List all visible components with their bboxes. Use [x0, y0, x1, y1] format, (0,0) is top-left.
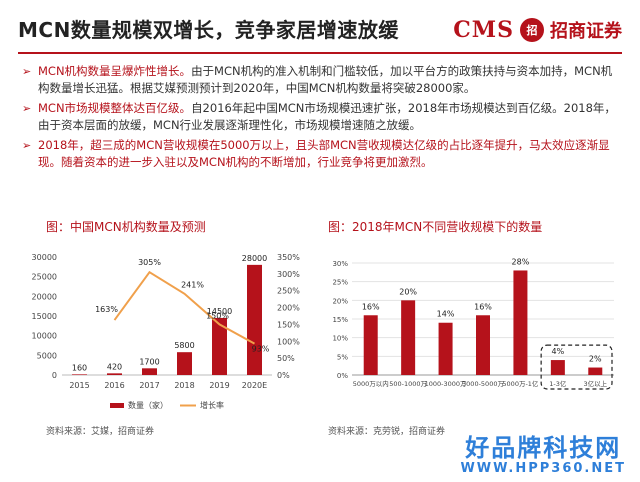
x-tick-label: 3000-5000万	[462, 380, 504, 388]
bullet-item: ➢ 2018年，超三成的MCN营收规模在5000万以上，且头部MCN营收规模达亿…	[22, 137, 622, 171]
brand-logo: CMS 招 招商证券	[453, 14, 622, 46]
y-tick-label: 0	[52, 371, 57, 380]
bar-value-label: 160	[72, 363, 87, 372]
bar	[212, 317, 227, 375]
y-tick-label: 5%	[337, 353, 348, 361]
page-title: MCN数量规模双增长，竞争家居增速放缓	[18, 18, 399, 42]
bullet-list: ➢ MCN机构数量呈爆炸性增长。由于MCN机构的准入机制和门槛较低，加以平台方的…	[22, 63, 622, 174]
x-tick-label: 2020E	[242, 381, 267, 390]
chart2-source: 资料来源：克劳锐，招商证券	[328, 427, 446, 437]
bullet-item: ➢ MCN市场规模整体达百亿级。自2016年起中国MCN市场规模迅速扩张，201…	[22, 100, 622, 134]
line-value-label: 163%	[95, 305, 118, 314]
bar-value-label: 16%	[362, 302, 380, 311]
y-tick-label: 20000	[32, 292, 57, 301]
chart1-title: 图：中国MCN机构数量及预测	[46, 220, 206, 234]
bar	[247, 264, 262, 375]
line-value-label: 93%	[252, 345, 270, 354]
bar	[142, 368, 157, 375]
logo-badge-icon: 招	[520, 18, 544, 42]
site-watermark: 好品牌科技网 WWW.HPP360.NET	[460, 428, 626, 476]
x-tick-label: 5000万以内	[353, 379, 389, 388]
arrow-bullet-icon: ➢	[22, 65, 32, 78]
chart1-source: 资料来源：艾媒，招商证券	[46, 427, 155, 437]
logo-cms-text: CMS	[453, 17, 514, 43]
watermark-line2: WWW.HPP360.NET	[460, 461, 626, 476]
y2-tick-label: 50%	[277, 354, 295, 363]
y2-tick-label: 100%	[277, 337, 300, 346]
y2-tick-label: 200%	[277, 304, 300, 313]
bar-value-label: 14500	[207, 307, 232, 316]
bar-value-label: 4%	[552, 347, 565, 356]
line-value-label: 305%	[138, 258, 161, 267]
arrow-bullet-icon: ➢	[22, 102, 32, 115]
highlight-box	[540, 344, 613, 390]
logo-company-name: 招商证券	[550, 21, 622, 42]
arrow-bullet-icon: ➢	[22, 139, 32, 152]
bar	[363, 315, 378, 375]
x-tick-label: 3亿以上	[583, 379, 607, 388]
watermark-line1: 好品牌科技网	[465, 434, 622, 462]
bar-value-label: 420	[107, 362, 122, 371]
bullet-text: 自2016年起中国MCN市场规模迅速扩张，2018年市场规模达到百亿级。2018…	[38, 101, 616, 132]
bullet-highlight: MCN市场规模整体达百亿级。	[38, 101, 192, 115]
bar	[476, 315, 490, 375]
bar	[550, 360, 565, 375]
y2-tick-label: 250%	[277, 287, 300, 296]
bar-value-label: 5800	[174, 341, 194, 350]
revenue-scale-chart: 0% 5% 10% 15% 20% 25% 30% 16% 5000万以内 20% 500-1000…	[332, 257, 614, 390]
bar	[177, 352, 192, 375]
x-tick-label: 2018	[174, 381, 194, 390]
bar-value-label: 16%	[474, 302, 492, 311]
y-tick-label: 10%	[332, 335, 348, 343]
bar	[513, 270, 528, 375]
bar	[72, 374, 87, 375]
x-tick-label: 5000万-1亿	[502, 379, 539, 388]
x-tick-label: 2016	[104, 381, 124, 390]
y-tick-label: 0%	[337, 372, 348, 380]
legend-line-label: 增长率	[200, 400, 224, 410]
x-tick-label: 1000-3000万	[425, 380, 467, 388]
bar	[107, 373, 122, 375]
y2-tick-label: 0%	[277, 371, 290, 380]
y-tick-label: 15000	[32, 312, 57, 321]
x-tick-label: 2017	[139, 381, 159, 390]
bar-value-label: 20%	[399, 287, 417, 296]
bullet-item: ➢ MCN机构数量呈爆炸性增长。由于MCN机构的准入机制和门槛较低，加以平台方的…	[22, 63, 622, 97]
legend-bar-swatch	[110, 403, 124, 408]
y-tick-label: 10000	[32, 332, 57, 341]
bar-value-label: 2%	[589, 355, 602, 364]
y2-tick-label: 300%	[277, 270, 300, 279]
bar	[588, 367, 603, 375]
bar-value-label: 14%	[437, 310, 455, 319]
line-value-label: 241%	[181, 281, 204, 290]
title-divider	[18, 52, 622, 54]
growth-rate-line	[113, 270, 255, 345]
bar	[401, 300, 416, 375]
y-tick-label: 30000	[32, 253, 57, 262]
bar-value-label: 28000	[242, 254, 267, 263]
y2-tick-label: 150%	[277, 320, 300, 329]
x-tick-label: 2019	[209, 381, 229, 390]
bullet-text: 由于MCN机构的准入机制和门槛较低，加以平台方的政策扶持与资本加持，MCN机构数…	[38, 64, 613, 95]
y-tick-label: 15%	[332, 316, 348, 324]
bar	[438, 322, 453, 375]
bar-value-label: 1700	[139, 357, 159, 366]
x-tick-label: 2015	[69, 381, 89, 390]
legend-bar-label: 数量（家）	[128, 400, 168, 410]
y-tick-label: 25%	[332, 279, 348, 287]
bar-value-label: 28%	[512, 257, 530, 266]
y-tick-label: 5000	[37, 351, 57, 360]
y2-tick-label: 350%	[277, 253, 300, 262]
mcn-count-chart: 0 5000 10000 15000 20000 25000 30000 0% 50% 100% 1…	[32, 253, 301, 410]
x-tick-label: 500-1000万	[389, 380, 427, 388]
bullet-highlight: MCN机构数量呈爆炸性增长。	[38, 64, 192, 78]
y-tick-label: 20%	[332, 297, 348, 305]
y-tick-label: 30%	[332, 260, 348, 268]
y-tick-label: 25000	[32, 273, 57, 282]
line-value-label: 150%	[206, 311, 229, 320]
chart2-title: 图：2018年MCN不同营收规模下的数量	[328, 220, 543, 234]
bullet-text: 2018年，超三成的MCN营收规模在5000万以上，且头部MCN营收规模达亿级的…	[38, 138, 610, 169]
x-tick-label: 1-3亿	[549, 379, 567, 388]
